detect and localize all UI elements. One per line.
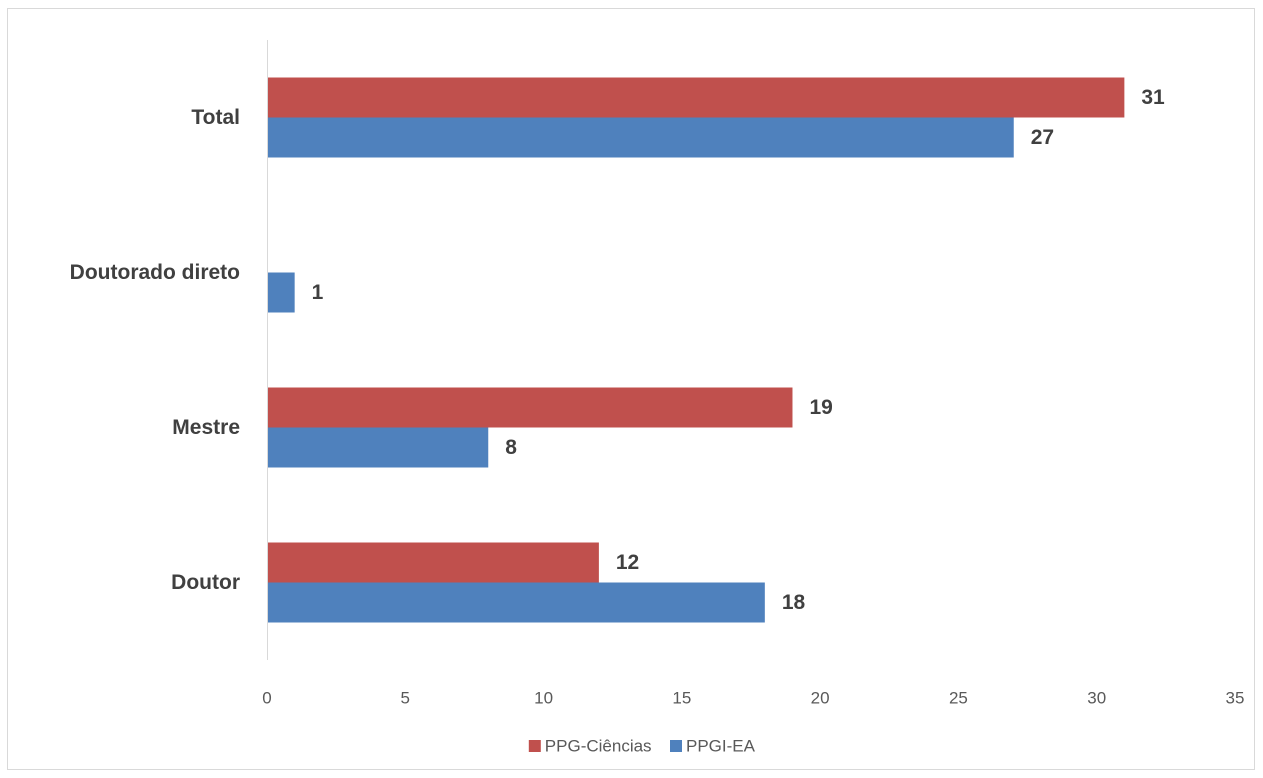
bars-group (267, 77, 1125, 623)
data-label-ppgi-ea-total: 27 (1031, 126, 1054, 149)
x-tick-label-5: 5 (401, 689, 410, 708)
x-tick-labels: 0 5 10 15 20 25 30 35 (262, 689, 1244, 708)
data-label-ppgi-ea-doutorado-direto: 1 (312, 281, 324, 304)
legend-label-ppgi-ea: PPGI-EA (686, 737, 756, 756)
bar-ppgi-ea-mestre (267, 427, 489, 468)
data-labels: 31 27 1 19 8 12 18 (312, 86, 1165, 614)
category-label-total: Total (191, 106, 240, 129)
bar-ppg-ciencias-total (267, 77, 1125, 118)
x-tick-label-0: 0 (262, 689, 271, 708)
x-tick-label-20: 20 (811, 689, 830, 708)
x-tick-label-35: 35 (1226, 689, 1245, 708)
bar-ppgi-ea-doutor (267, 582, 765, 623)
category-label-mestre: Mestre (172, 416, 240, 439)
category-labels: Total Doutorado direto Mestre Doutor (70, 106, 240, 594)
category-label-doutorado-direto: Doutorado direto (70, 261, 240, 284)
x-tick-label-30: 30 (1087, 689, 1106, 708)
data-label-ppg-ciencias-doutor: 12 (616, 551, 639, 574)
data-label-ppgi-ea-mestre: 8 (505, 436, 517, 459)
bar-ppgi-ea-total (267, 117, 1014, 158)
data-label-ppg-ciencias-mestre: 19 (809, 396, 832, 419)
data-label-ppg-ciencias-total: 31 (1141, 86, 1165, 109)
bar-ppg-ciencias-mestre (267, 387, 793, 428)
x-tick-label-10: 10 (534, 689, 553, 708)
legend-swatch-ppg-ciencias (528, 740, 541, 752)
category-label-doutor: Doutor (171, 571, 240, 594)
data-label-ppgi-ea-doutor: 18 (782, 591, 806, 614)
bar-ppg-ciencias-doutor (267, 542, 599, 583)
x-tick-label-25: 25 (949, 689, 968, 708)
legend-label-ppg-ciencias: PPG-Ciências (545, 737, 652, 756)
legend-swatch-ppgi-ea (670, 740, 682, 752)
x-tick-label-15: 15 (672, 689, 691, 708)
bar-ppgi-ea-doutorado-direto (267, 272, 295, 313)
legend: PPG-Ciências PPGI-EA (528, 737, 756, 756)
